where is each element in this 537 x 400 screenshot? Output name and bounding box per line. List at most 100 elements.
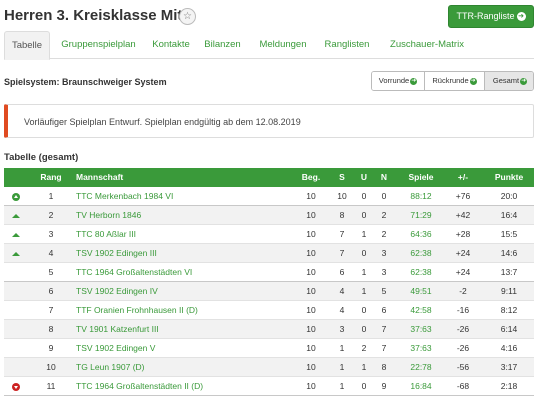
cell-n: 0 <box>381 191 387 201</box>
tab-ranglisten[interactable]: Ranglisten <box>324 39 370 50</box>
cell-s: 1 <box>339 362 345 372</box>
spiele-link[interactable]: 64:36 <box>410 229 432 239</box>
spiele-link[interactable]: 49:51 <box>410 286 432 296</box>
cell-u: 0 <box>361 210 367 220</box>
team-link[interactable]: TTC 80 Aßlar III <box>76 229 136 239</box>
cell-s: 1 <box>339 381 345 391</box>
cell-beg: 10 <box>306 191 316 201</box>
spielsystem-label: Spielsystem: Braunschweiger System <box>4 77 167 87</box>
trend-cell <box>8 358 24 377</box>
tab-zuschauer-matrix[interactable]: Zuschauer-Matrix <box>390 39 464 50</box>
cell-punkte: 4:16 <box>500 343 518 353</box>
team-link[interactable]: TSV 1902 Edingen III <box>76 248 157 258</box>
cell-diff: -26 <box>456 343 470 353</box>
spiele-link[interactable]: 42:58 <box>410 305 432 315</box>
cell-n: 2 <box>381 210 387 220</box>
cell-diff: -2 <box>459 286 467 296</box>
cell-n: 2 <box>381 229 387 239</box>
header-s: S <box>339 172 345 182</box>
cell-n: 7 <box>381 324 387 334</box>
cell-diff: +28 <box>455 229 471 239</box>
header-mannschaft: Mannschaft <box>76 172 124 182</box>
spiele-link[interactable]: 16:84 <box>410 381 432 391</box>
cell-punkte: 14:6 <box>500 248 518 258</box>
table-row: 11 TTC 1964 Großaltenstädten II (D) 10 1 0 9 1… <box>4 377 534 396</box>
cell-n: 3 <box>381 248 387 258</box>
arrow-right-circle-icon: ➜ <box>516 12 526 22</box>
promotion-up-icon <box>12 192 20 201</box>
cell-punkte: 8:12 <box>500 305 518 315</box>
tab-bilanzen[interactable]: Bilanzen <box>204 39 241 50</box>
team-link[interactable]: TTC 1964 Großaltenstädten VI <box>76 267 193 277</box>
trend-cell <box>8 339 24 358</box>
gesamt-button[interactable]: Gesamt ➜ <box>485 72 533 90</box>
team-link[interactable]: TSV 1902 Edingen IV <box>76 286 158 296</box>
tab-tabelle[interactable]: Tabelle <box>4 31 50 60</box>
cell-punkte: 20:0 <box>500 191 518 201</box>
table-row: 9 TSV 1902 Edingen V 10 1 2 7 37:63 -26 4:16 <box>4 339 534 358</box>
table-row: 7 TTF Oranien Frohnhausen II (D) 10 4 0 6 42:5… <box>4 301 534 320</box>
ttr-rangliste-label: TTR-Rangliste <box>456 11 515 21</box>
spiele-link[interactable]: 37:63 <box>410 343 432 353</box>
team-link[interactable]: TSV 1902 Edingen V <box>76 343 156 353</box>
cell-beg: 10 <box>306 305 316 315</box>
cell-s: 3 <box>339 324 345 334</box>
section-title: Tabelle (gesamt) <box>4 152 79 163</box>
round-button-group: Vorrunde ➜ Rückrunde ➜ Gesamt ➜ <box>371 71 534 91</box>
cell-u: 1 <box>361 286 367 296</box>
trend-up-icon <box>12 213 20 218</box>
team-link[interactable]: TV Herborn 1846 <box>76 210 142 220</box>
cell-rang: 11 <box>46 381 56 391</box>
team-link[interactable]: TV 1901 Katzenfurt III <box>76 324 159 334</box>
tab-gruppenspielplan[interactable]: Gruppenspielplan <box>61 39 136 50</box>
spiele-link[interactable]: 22:78 <box>410 362 432 372</box>
cell-u: 2 <box>361 343 367 353</box>
trend-cell <box>8 301 24 320</box>
spiele-link[interactable]: 62:38 <box>410 248 432 258</box>
spiele-link[interactable]: 62:38 <box>410 267 432 277</box>
cell-punkte: 15:5 <box>500 229 518 239</box>
team-link[interactable]: TG Leun 1907 (D) <box>76 362 145 372</box>
trend-up-icon <box>12 232 20 237</box>
tab-kontakte[interactable]: Kontakte <box>152 39 190 50</box>
cell-u: 1 <box>361 229 367 239</box>
cell-u: 1 <box>361 362 367 372</box>
cell-beg: 10 <box>306 324 316 334</box>
favorite-star-button[interactable]: ☆ <box>179 8 196 25</box>
header-beg: Beg. <box>301 172 321 182</box>
cell-s: 4 <box>339 305 345 315</box>
spiele-link[interactable]: 37:63 <box>410 324 432 334</box>
table-row: 5 TTC 1964 Großaltenstädten VI 10 6 1 3 62:38 +… <box>4 263 534 282</box>
spiele-link[interactable]: 88:12 <box>410 191 432 201</box>
team-link[interactable]: TTF Oranien Frohnhausen II (D) <box>76 305 198 315</box>
table-row: 8 TV 1901 Katzenfurt III 10 3 0 7 37:63 -26 6:14 <box>4 320 534 339</box>
table-row: 1 TTC Merkenbach 1984 VI 10 10 0 0 88:12 +76 20:… <box>4 187 534 206</box>
relegation-down-icon <box>12 382 20 391</box>
table-row: 4 TSV 1902 Edingen III 10 7 0 3 62:38 +24 14:6 <box>4 244 534 263</box>
cell-s: 7 <box>339 248 345 258</box>
team-link[interactable]: TTC Merkenbach 1984 VI <box>76 191 174 201</box>
cell-u: 0 <box>361 324 367 334</box>
ttr-rangliste-button[interactable]: TTR-Rangliste ➜ <box>448 5 534 28</box>
cell-beg: 10 <box>306 248 316 258</box>
cell-s: 6 <box>339 267 345 277</box>
tab-meldungen[interactable]: Meldungen <box>259 39 307 50</box>
cell-n: 8 <box>381 362 387 372</box>
cell-u: 1 <box>361 267 367 277</box>
cell-punkte: 13:7 <box>500 267 518 277</box>
cell-rang: 5 <box>48 267 54 277</box>
table-body: 1 TTC Merkenbach 1984 VI 10 10 0 0 88:12 +76 20:… <box>4 187 534 396</box>
table-header: Rang Mannschaft Beg. S U N Spiele +/- Pu… <box>4 168 534 187</box>
table-row: 2 TV Herborn 1846 10 8 0 2 71:29 +42 16:4 <box>4 206 534 225</box>
cell-diff: +76 <box>455 191 471 201</box>
page-title: Herren 3. Kreisklasse Mitte <box>4 7 196 24</box>
trend-up-icon <box>12 251 20 256</box>
rueckrunde-button[interactable]: Rückrunde ➜ <box>425 72 485 90</box>
spiele-link[interactable]: 71:29 <box>410 210 432 220</box>
team-link[interactable]: TTC 1964 Großaltenstädten II (D) <box>76 381 204 391</box>
vorrunde-button[interactable]: Vorrunde ➜ <box>372 72 425 90</box>
cell-u: 0 <box>361 248 367 258</box>
trend-cell <box>8 244 24 263</box>
cell-u: 0 <box>361 305 367 315</box>
cell-n: 5 <box>381 286 387 296</box>
